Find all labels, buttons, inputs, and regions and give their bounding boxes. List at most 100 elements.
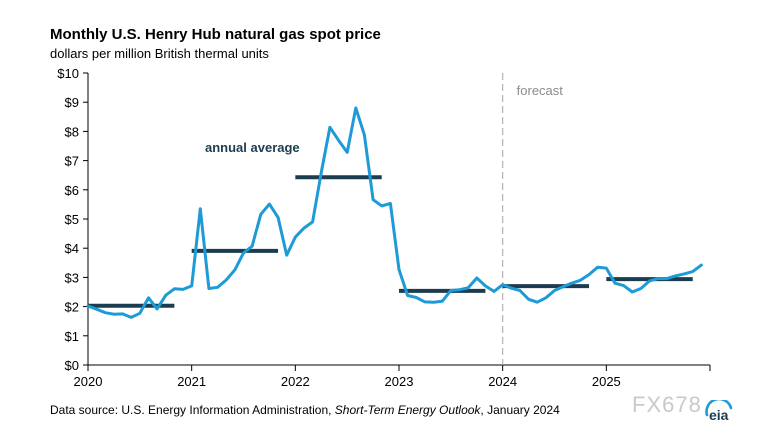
price-data-point	[173, 287, 176, 290]
price-data-point	[648, 279, 651, 283]
price-data-point	[518, 289, 522, 292]
price-data-point	[337, 139, 340, 142]
price-data-point	[631, 290, 634, 294]
price-data-point	[121, 312, 124, 316]
price-data-point	[510, 287, 513, 290]
y-tick-label: $3	[65, 270, 79, 285]
price-data-point	[397, 268, 401, 271]
price-data-point	[302, 226, 306, 230]
price-series-line	[86, 106, 703, 319]
price-data-point	[147, 296, 150, 299]
forecast-label: forecast	[517, 83, 564, 98]
price-data-point	[605, 266, 608, 270]
price-data-point	[441, 300, 444, 303]
price-data-point	[294, 235, 297, 239]
y-tick-label: $4	[65, 241, 79, 256]
x-tick-label: 2020	[74, 374, 103, 389]
price-data-point	[492, 290, 496, 293]
price-data-point	[553, 289, 556, 292]
price-data-point	[216, 286, 219, 289]
price-data-point	[536, 301, 539, 304]
price-data-point	[657, 277, 660, 280]
price-data-point	[104, 311, 107, 314]
y-tick-label: $1	[65, 329, 79, 344]
price-data-point	[181, 288, 185, 291]
price-data-point	[95, 308, 98, 311]
price-data-point	[130, 316, 133, 319]
price-data-point	[199, 207, 202, 210]
price-data-point	[475, 276, 478, 280]
price-data-point	[320, 171, 323, 174]
price-data-point	[613, 282, 617, 285]
x-tick-label: 2025	[592, 374, 621, 389]
price-data-point	[639, 287, 643, 290]
price-data-point	[190, 284, 193, 288]
price-data-point	[311, 220, 314, 224]
source-publication: Short-Term Energy Outlook	[334, 403, 481, 417]
price-data-point	[527, 298, 530, 301]
price-data-point	[432, 301, 435, 304]
price-data-point	[484, 284, 487, 288]
y-tick-label: $0	[65, 358, 79, 373]
price-data-point	[138, 312, 141, 315]
price-data-point	[570, 282, 573, 285]
price-data-point	[112, 313, 116, 316]
chart-title: Monthly U.S. Henry Hub natural gas spot …	[50, 26, 381, 43]
price-data-point	[285, 254, 288, 257]
price-data-point	[250, 245, 254, 248]
price-data-point	[544, 296, 548, 299]
y-tick-label: $10	[57, 66, 79, 81]
price-data-point	[233, 268, 237, 271]
price-data-point	[155, 307, 159, 311]
eia-logo: eia	[705, 400, 733, 422]
chart-subtitle: dollars per million British thermal unit…	[50, 46, 269, 61]
price-data-point	[674, 274, 677, 278]
price-data-point	[164, 294, 167, 297]
price-data-point	[561, 285, 565, 288]
eia-logo-text: eia	[709, 407, 729, 422]
price-data-point	[380, 204, 383, 208]
price-data-point	[406, 294, 409, 297]
price-data-point	[665, 277, 668, 280]
price-data-point	[346, 151, 349, 154]
y-tick-label: $7	[65, 154, 79, 169]
price-data-point	[682, 272, 686, 276]
price-data-point	[415, 296, 418, 299]
price-data-point	[371, 198, 375, 201]
x-tick-label: 2022	[281, 374, 310, 389]
price-data-point	[389, 202, 392, 205]
x-tick-label: 2023	[385, 374, 414, 389]
price-data-point	[587, 273, 591, 276]
y-tick-label: $6	[65, 183, 79, 198]
price-data-point	[466, 286, 470, 290]
source-prefix: Data source: U.S. Energy Information Adm…	[50, 403, 335, 417]
price-data-point	[225, 278, 228, 282]
price-data-point	[363, 133, 366, 137]
y-tick-label: $9	[65, 95, 79, 110]
price-data-point	[423, 300, 427, 304]
price-data-point	[207, 287, 211, 290]
y-tick-label: $8	[65, 124, 79, 139]
price-data-point	[242, 251, 245, 255]
price-data-point	[449, 289, 452, 292]
price-data-point	[458, 288, 461, 291]
annual-average-label: annual average	[205, 140, 300, 155]
price-data-point	[596, 266, 599, 269]
price-data-point	[86, 304, 90, 308]
eia-logo-arc	[705, 400, 733, 417]
price-data-point	[328, 126, 332, 129]
price-data-point	[259, 213, 262, 216]
price-data-point	[700, 263, 703, 267]
x-tick-label: 2021	[177, 374, 206, 389]
source-suffix: , January 2024	[480, 403, 560, 417]
price-data-point	[622, 284, 625, 287]
x-tick-label: 2024	[488, 374, 517, 389]
y-tick-label: $5	[65, 212, 79, 227]
data-source-note: Data source: U.S. Energy Information Adm…	[50, 403, 560, 417]
watermark-text: FX678	[632, 392, 702, 417]
price-data-point	[268, 202, 271, 206]
price-data-point	[354, 106, 357, 110]
price-data-point	[691, 270, 694, 273]
price-data-point	[579, 279, 582, 282]
price-data-point	[276, 216, 280, 219]
